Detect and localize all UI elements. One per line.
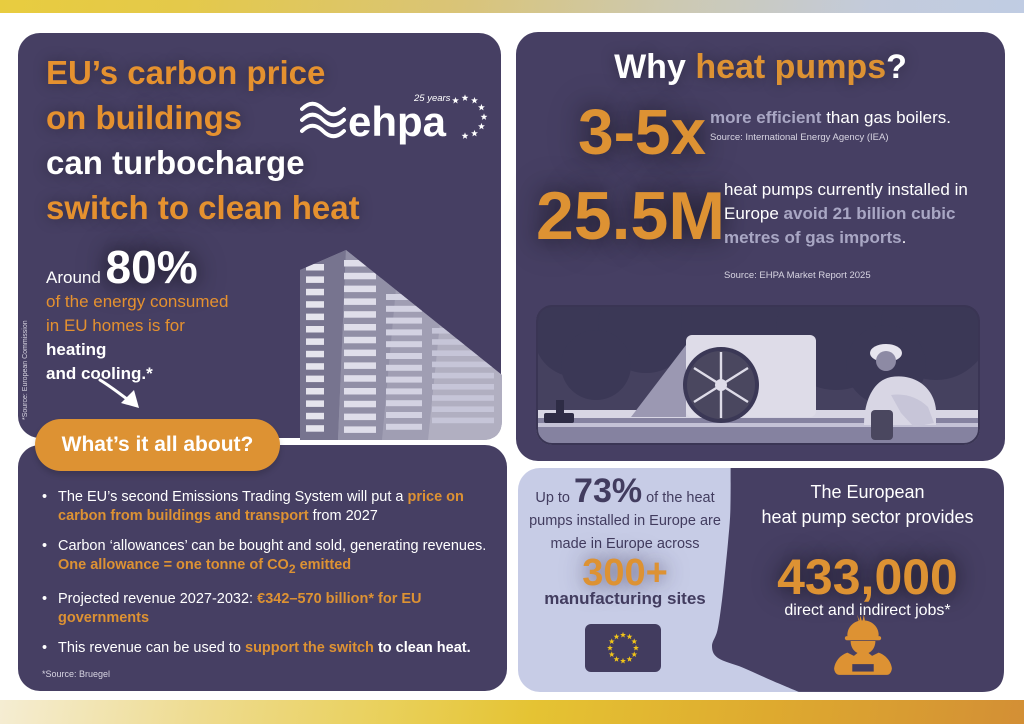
svg-text:ehpa: ehpa (348, 98, 447, 145)
svg-text:25 years: 25 years (413, 93, 451, 104)
